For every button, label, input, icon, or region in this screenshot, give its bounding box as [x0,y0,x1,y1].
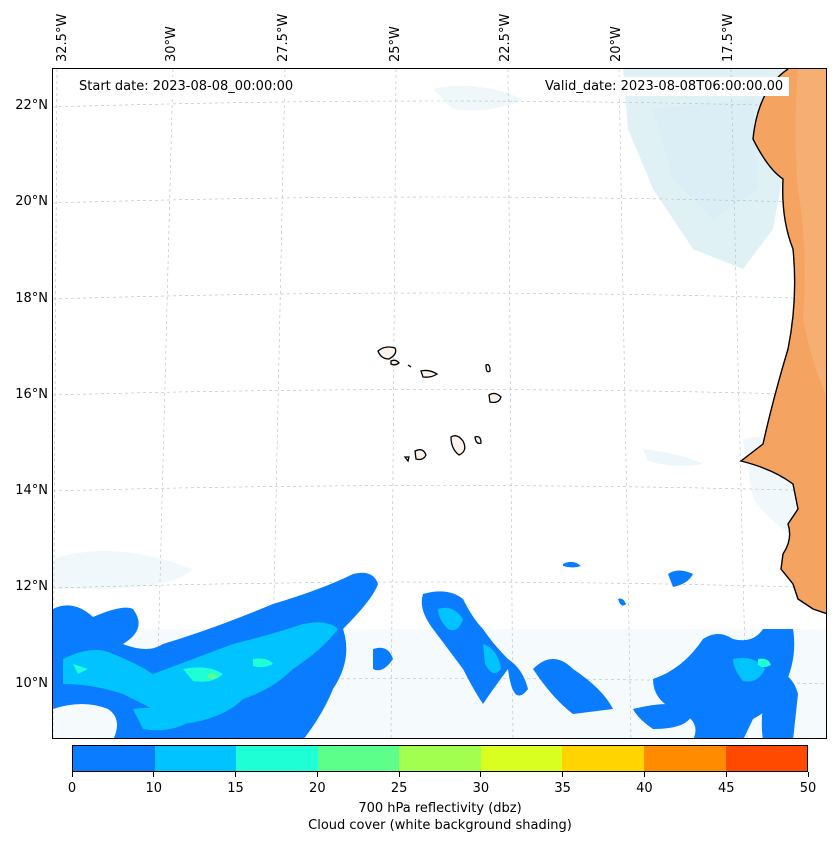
map-canvas [53,69,826,738]
colorbar-tick-label: 15 [227,781,244,796]
colorbar-tick-label: 40 [636,781,653,796]
colorbar-tick-mark [643,772,645,777]
colorbar-segment-8 [725,746,808,771]
cape-verde-islands [377,346,502,463]
reflectivity-25-30 [208,673,218,679]
lat-label-12n: 12°N [15,579,48,594]
lat-label-18n: 18°N [15,291,48,306]
colorbar-tick-mark [398,772,400,777]
colorbar-tick-label: 10 [145,781,163,796]
colorbar-tick-mark [71,772,73,777]
map-panel: Start date: 2023-08-08_00:00:00 Valid_da… [52,68,827,739]
colorbar-tick-label: 45 [717,781,735,796]
colorbar-tick-mark [235,772,237,777]
colorbar-tick-label: 35 [554,781,571,796]
colorbar-tick-mark [316,772,318,777]
lon-label-25w: 25°W [388,26,403,62]
lon-label-30w: 30°W [164,26,179,62]
colorbar-segment-5 [480,746,563,771]
lon-label-22-5w: 22.5°W [498,13,513,62]
colorbar-tick-label: 20 [309,781,326,796]
reflectivity-20-25 [73,658,771,682]
lon-label-32-5w: 32.5°W [55,13,70,62]
lon-label-27-5w: 27.5°W [276,13,291,62]
start-date-label: Start date: 2023-08-08_00:00:00 [73,77,300,96]
colorbar-tick-label: 30 [472,781,490,796]
colorbar [72,745,808,772]
colorbar-segment-0 [73,746,155,771]
lon-label-17-5w: 17.5°W [721,13,736,62]
lat-label-16n: 16°N [15,387,48,402]
valid-date-label: Valid_date: 2023-08-08T06:00:00.00 [539,77,790,96]
colorbar-tick-label: 50 [799,781,817,796]
colorbar-tick-label: 25 [390,781,408,796]
lat-label-20n: 20°N [15,194,48,209]
colorbar-segment-4 [399,746,481,771]
colorbar-segment-6 [562,746,644,771]
colorbar-tick-mark [807,772,809,777]
colorbar-segment-1 [154,746,237,771]
coastline [739,69,826,615]
colorbar-segment-7 [643,746,726,771]
lat-label-22n: 22°N [15,98,48,113]
colorbar-tick-mark [725,772,727,777]
colorbar-label: 700 hPa reflectivity (dbz) [358,801,522,816]
colorbar-segment-2 [236,746,318,771]
lat-label-14n: 14°N [15,483,48,498]
colorbar-tick-mark [480,772,482,777]
lon-label-20w: 20°W [609,26,624,62]
colorbar-sublabel: Cloud cover (white background shading) [308,818,572,833]
colorbar-segment-3 [317,746,400,771]
lat-label-10n: 10°N [15,676,48,691]
colorbar-tick-label: 0 [67,781,77,796]
colorbar-tick-mark [153,772,155,777]
africa-land-inner [795,69,826,395]
colorbar-tick-mark [562,772,564,777]
